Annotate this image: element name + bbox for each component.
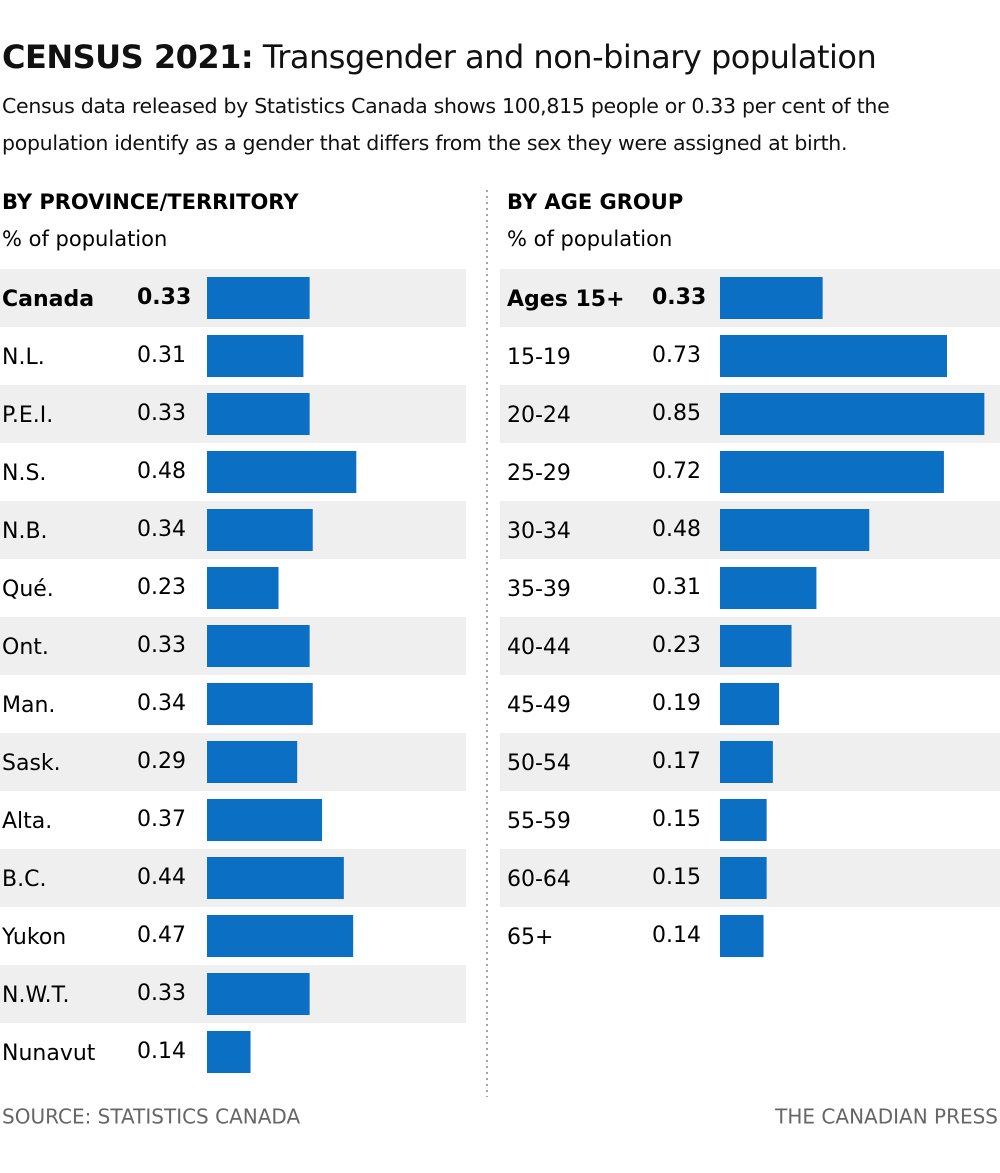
bar xyxy=(720,335,948,377)
value-label: 0.31 xyxy=(137,343,186,368)
credit: THE CANADIAN PRESS xyxy=(774,1105,998,1129)
value-label: 0.72 xyxy=(652,459,701,484)
bar xyxy=(207,625,310,667)
value-label: 0.34 xyxy=(137,517,186,542)
section-title: BY PROVINCE/TERRITORY xyxy=(2,190,299,214)
value-label: 0.47 xyxy=(137,923,186,948)
source: SOURCE: STATISTICS CANADA xyxy=(2,1105,300,1129)
value-label: 0.14 xyxy=(652,923,701,948)
category-label: Nunavut xyxy=(2,1041,96,1066)
value-label: 0.23 xyxy=(652,633,701,658)
category-label: 55-59 xyxy=(507,809,571,834)
value-label: 0.31 xyxy=(652,575,701,600)
category-label: B.C. xyxy=(2,867,46,892)
subtitle: Census data released by Statistics Canad… xyxy=(2,94,890,155)
category-label: 25-29 xyxy=(507,461,571,486)
value-label: 0.29 xyxy=(137,749,186,774)
category-label: Canada xyxy=(2,287,94,312)
category-label: 50-54 xyxy=(507,751,571,776)
category-label: 35-39 xyxy=(507,577,571,602)
bar xyxy=(207,799,323,841)
header: CENSUS 2021: Transgender and non-binary … xyxy=(2,38,998,162)
bar xyxy=(720,393,985,435)
bar xyxy=(720,857,767,899)
bar xyxy=(720,451,944,493)
category-label: 20-24 xyxy=(507,403,571,428)
category-label: Qué. xyxy=(2,577,54,602)
value-label: 0.37 xyxy=(137,807,186,832)
value-label: 0.33 xyxy=(137,401,186,426)
value-label: 0.33 xyxy=(137,633,186,658)
bar xyxy=(207,567,279,609)
value-label: 0.33 xyxy=(137,981,186,1006)
bar xyxy=(720,915,764,957)
bar xyxy=(207,509,313,551)
category-label: 30-34 xyxy=(507,519,571,544)
value-label: 0.33 xyxy=(137,285,191,310)
value-label: 0.44 xyxy=(137,865,186,890)
category-label: 15-19 xyxy=(507,345,571,370)
bar xyxy=(207,857,344,899)
section-title: BY AGE GROUP xyxy=(507,190,683,214)
category-label: Ont. xyxy=(2,635,49,660)
value-label: 0.48 xyxy=(137,459,186,484)
bar xyxy=(207,741,298,783)
bar xyxy=(207,393,310,435)
category-label: N.B. xyxy=(2,519,48,544)
value-label: 0.23 xyxy=(137,575,186,600)
category-label: 60-64 xyxy=(507,867,571,892)
value-label: 0.73 xyxy=(652,343,701,368)
category-label: N.L. xyxy=(2,345,45,370)
category-label: N.W.T. xyxy=(2,983,70,1008)
bar xyxy=(720,567,817,609)
bar xyxy=(720,799,767,841)
value-label: 0.15 xyxy=(652,807,701,832)
value-label: 0.15 xyxy=(652,865,701,890)
bar xyxy=(720,509,870,551)
bar xyxy=(207,1031,251,1073)
value-label: 0.17 xyxy=(652,749,701,774)
category-label: 45-49 xyxy=(507,693,571,718)
value-label: 0.14 xyxy=(137,1039,186,1064)
bar xyxy=(207,915,354,957)
category-label: N.S. xyxy=(2,461,46,486)
category-label: Yukon xyxy=(1,925,66,950)
value-label: 0.85 xyxy=(652,401,701,426)
section-subtitle: % of population xyxy=(2,227,167,251)
bar xyxy=(207,973,310,1015)
title-bold: CENSUS 2021: xyxy=(2,38,254,76)
bar xyxy=(207,683,313,725)
category-label: Sask. xyxy=(2,751,61,776)
bar xyxy=(207,277,310,319)
bar xyxy=(720,741,773,783)
title-text: Transgender and non-binary population xyxy=(262,38,877,76)
bar xyxy=(207,335,304,377)
value-label: 0.48 xyxy=(652,517,701,542)
category-label: Ages 15+ xyxy=(507,287,625,312)
value-label: 0.34 xyxy=(137,691,186,716)
bar xyxy=(720,625,792,667)
category-label: 40-44 xyxy=(507,635,571,660)
category-label: P.E.I. xyxy=(2,403,53,428)
bar xyxy=(720,277,823,319)
category-label: Man. xyxy=(2,693,55,718)
value-label: 0.33 xyxy=(652,285,706,310)
category-label: 65+ xyxy=(507,925,553,950)
bar xyxy=(207,451,357,493)
title: CENSUS 2021: Transgender and non-binary … xyxy=(2,38,998,76)
section-subtitle: % of population xyxy=(507,227,672,251)
value-label: 0.19 xyxy=(652,691,701,716)
bar xyxy=(720,683,780,725)
category-label: Alta. xyxy=(2,809,52,834)
